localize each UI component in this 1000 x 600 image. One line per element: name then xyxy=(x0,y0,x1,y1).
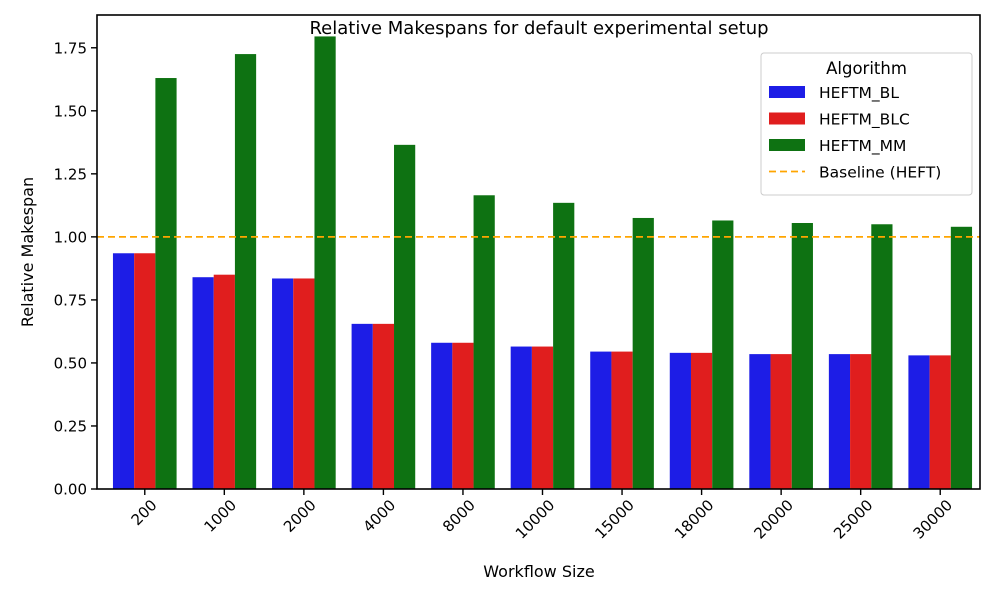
bar-heftm-bl-4000 xyxy=(351,323,373,489)
legend-label: HEFTM_MM xyxy=(819,137,906,156)
bar-heftm-bl-1000 xyxy=(192,277,214,489)
bar-heftm-bl-10000 xyxy=(510,346,532,489)
legend-box xyxy=(760,52,973,196)
bar-heftm-blc-2000 xyxy=(293,278,315,489)
x-tick-label: 2000 xyxy=(280,496,320,536)
x-tick-label: 4000 xyxy=(360,496,400,536)
bar-heftm-mm-25000 xyxy=(871,224,893,489)
legend-swatch-heftm-mm xyxy=(769,139,805,151)
bar-heftm-blc-18000 xyxy=(690,352,713,489)
legend-swatch-heftm-bl xyxy=(769,86,805,98)
x-tick-label: 18000 xyxy=(671,496,717,542)
bar-heftm-mm-10000 xyxy=(553,202,575,489)
bar-heftm-bl-25000 xyxy=(828,354,851,489)
y-axis-label: Relative Makespan xyxy=(18,177,37,327)
x-tick-label: 10000 xyxy=(512,496,558,542)
bar-heftm-bl-8000 xyxy=(431,342,453,489)
y-tick-label: 0.75 xyxy=(54,291,87,309)
plot-frame xyxy=(96,14,981,490)
bar-heftm-blc-1000 xyxy=(213,274,235,489)
chart-title: Relative Makespans for default experimen… xyxy=(309,18,768,39)
y-tick-label: 0.00 xyxy=(54,481,87,499)
y-tick-label: 0.50 xyxy=(54,354,87,372)
x-tick-label: 1000 xyxy=(200,496,240,536)
bar-heftm-mm-2000 xyxy=(314,36,336,490)
legend: Algorithm HEFTM_BL HEFTM_BLC HEFTM_MM Baseli… xyxy=(760,52,973,196)
x-axis-label: Workflow Size xyxy=(483,562,594,581)
bar-heftm-blc-10000 xyxy=(531,346,554,489)
legend-swatch-heftm-blc xyxy=(769,112,805,125)
bar-heftm-bl-2000 xyxy=(272,278,294,489)
x-tick-label: 30000 xyxy=(910,496,956,542)
y-axis: 0.00 0.25 0.50 0.75 1.00 1.25 1.50 1.75 xyxy=(54,39,97,499)
bar-heftm-blc-30000 xyxy=(929,355,951,489)
bar-heftm-blc-8000 xyxy=(452,342,474,489)
bar-heftm-blc-20000 xyxy=(770,354,792,489)
y-tick-label: 1.75 xyxy=(54,39,87,57)
y-tick-label: 1.25 xyxy=(54,165,87,183)
x-tick-label: 25000 xyxy=(830,496,876,542)
bar-heftm-mm-8000 xyxy=(473,195,495,489)
bar-heftm-mm-1000 xyxy=(234,54,257,490)
bar-heftm-mm-4000 xyxy=(394,144,416,489)
bar-heftm-bl-30000 xyxy=(908,355,930,489)
x-tick-label: 20000 xyxy=(750,496,796,542)
bar-heftm-mm-18000 xyxy=(712,220,734,489)
y-tick-label: 1.50 xyxy=(54,102,87,120)
bar-heftm-blc-25000 xyxy=(850,354,872,489)
x-tick-label: 15000 xyxy=(591,496,637,542)
bar-heftm-mm-15000 xyxy=(632,217,654,489)
bar-heftm-mm-30000 xyxy=(950,226,973,489)
x-tick-label: 8000 xyxy=(439,496,479,536)
legend-label: Baseline (HEFT) xyxy=(819,164,941,182)
bar-heftm-bl-18000 xyxy=(669,352,691,489)
legend-label: HEFTM_BLC xyxy=(819,111,910,130)
bar-heftm-mm-20000 xyxy=(791,223,813,490)
legend-title: Algorithm xyxy=(826,59,907,78)
bar-heftm-blc-15000 xyxy=(611,351,633,489)
x-axis: 200 1000 2000 4000 8000 10000 15000 18000 20000 2… xyxy=(128,489,956,543)
bar-heftm-blc-200 xyxy=(134,253,156,489)
bar-heftm-bl-15000 xyxy=(590,351,612,489)
bars-layer xyxy=(112,36,973,490)
x-tick-label: 200 xyxy=(128,496,161,529)
legend-label: HEFTM_BL xyxy=(819,84,899,103)
bar-heftm-mm-200 xyxy=(155,78,177,489)
y-tick-label: 1.00 xyxy=(54,228,87,246)
bar-heftm-bl-200 xyxy=(112,253,135,489)
bar-heftm-bl-20000 xyxy=(749,354,771,489)
y-tick-label: 0.25 xyxy=(54,417,87,435)
bar-heftm-blc-4000 xyxy=(372,323,395,489)
